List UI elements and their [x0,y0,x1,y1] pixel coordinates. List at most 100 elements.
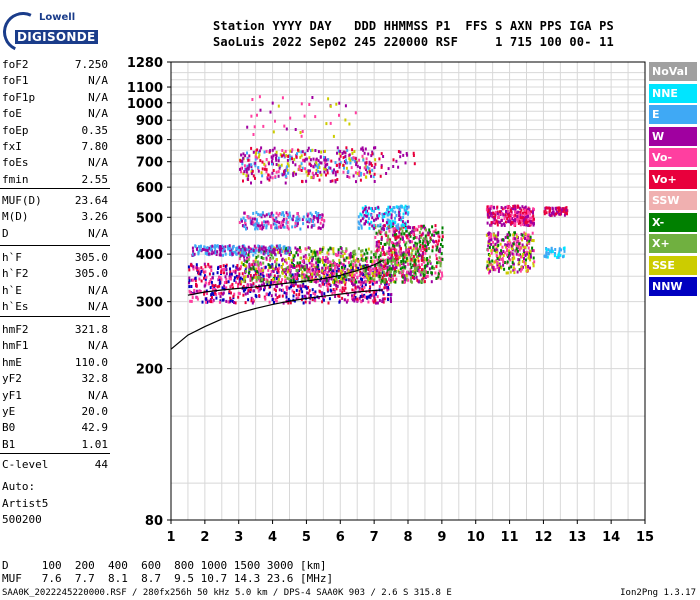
echo-point [497,243,500,247]
echo-point [351,288,354,292]
echo-point [265,224,268,228]
echo-point [326,171,329,175]
echo-point [395,224,398,228]
echo-point [426,262,429,266]
echo-point [427,241,430,244]
echo-point [289,149,292,153]
echo-point [282,288,284,292]
echo-point [378,240,380,244]
echo-point [261,174,264,178]
echo-point [211,300,214,304]
echo-point [311,263,314,267]
echo-point [559,253,562,257]
echo-point [556,255,559,259]
echo-point [233,276,236,280]
echo-point [317,263,320,267]
echo-point [311,288,314,292]
echo-point [356,275,359,279]
echo-point [390,222,392,226]
echo-point [378,276,381,280]
echo-point [257,224,260,228]
echo-point [272,130,275,134]
echo-point [203,276,205,280]
echo-point [437,239,440,243]
echo-point [252,221,255,225]
echo-point [504,235,507,239]
echo-point [303,261,306,265]
header-labels: Station YYYY DAY DDD HHMMSS P1 FFS S AXN… [213,19,614,33]
echo-point [411,270,414,274]
echo-point [316,250,318,254]
echo-point [300,134,303,138]
echo-point [438,235,441,239]
echo-point [286,249,289,253]
echo-point [509,221,512,224]
echo-point [352,259,355,263]
echo-point [404,224,407,228]
echo-point [374,158,377,162]
echo-point [270,294,273,298]
echo-point [332,260,335,264]
echo-point [348,175,351,179]
echo-point [309,158,312,162]
echo-point [553,254,556,258]
echo-point [203,248,206,251]
echo-point [532,256,535,260]
echo-point [486,264,489,268]
echo-point [332,259,335,263]
echo-point [274,175,277,179]
echo-point [207,264,210,268]
echo-point [527,210,529,214]
electron-density-profile-line [170,289,383,350]
param-name: yF2 [2,372,22,386]
echo-point [284,149,287,153]
param-value: 23.64 [74,194,108,207]
echo-point [292,160,294,164]
echo-point [196,296,199,300]
echo-point [214,251,217,255]
echo-point [333,168,335,172]
echo-point [369,296,372,300]
echo-point [361,206,364,210]
echo-point [414,273,417,277]
echo-point [563,208,566,212]
echo-point [495,235,498,239]
echo-point [487,233,490,236]
echo-point [519,269,522,273]
echo-point [488,236,491,240]
echo-point [320,292,323,296]
echo-point [295,288,298,292]
echo-point [254,260,257,264]
echo-point [391,208,393,211]
echo-point [300,162,303,166]
echo-point [419,253,422,257]
echo-point [510,209,513,213]
echo-point [257,266,260,270]
echo-point [304,285,307,289]
echo-point [308,103,311,106]
echo-point [386,218,389,222]
echo-point [329,246,332,250]
echo-point [292,265,295,269]
echo-point [324,259,327,263]
param-name: hmF1 [2,339,29,353]
echo-point [260,250,263,254]
echo-point [346,298,349,302]
echo-point [205,300,207,304]
echo-point [250,170,253,174]
echo-point [333,282,336,286]
echo-point [309,275,312,279]
echo-point [381,279,384,283]
echo-point [323,170,326,174]
echo-point [260,247,263,251]
echo-point [242,263,245,266]
echo-point [305,274,308,278]
echo-point [273,280,276,284]
echo-point [378,285,381,288]
echo-point [526,208,529,212]
x-tick-label: 7 [370,530,379,545]
echo-point [286,270,289,274]
echo-point [200,266,203,270]
auto-line: 500200 [2,513,42,526]
echo-point [321,300,324,304]
